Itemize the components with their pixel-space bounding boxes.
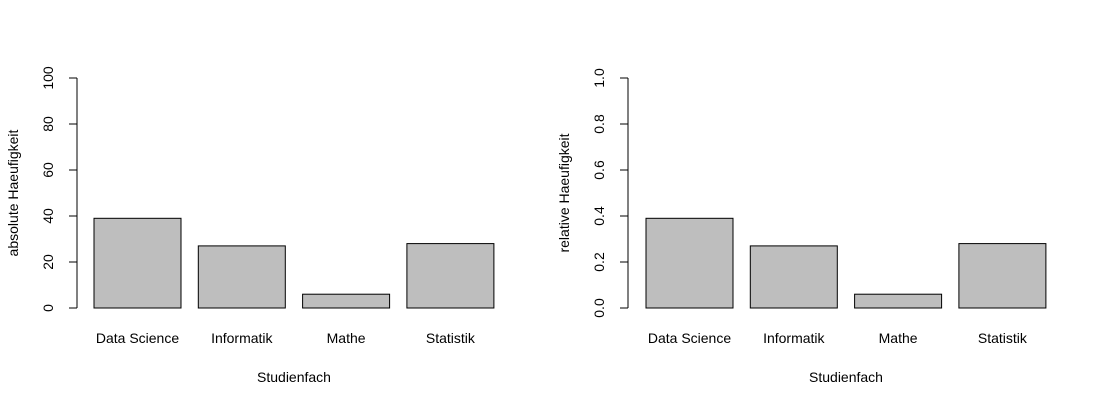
y-tick-label: 0.0 [591,298,607,318]
x-tick-label: Mathe [327,330,366,346]
chart-panel-relative: relative Haeufigkeit Studienfach 0.0 0.2 0… [556,68,1047,385]
x-tick-label: Data Science [96,330,179,346]
bar-data-science [93,217,182,309]
xlabel-relative: Studienfach [809,369,883,385]
y-tick-label: 0.6 [591,160,607,180]
x-tick-label: Statistik [426,330,476,346]
ylabel-relative: relative Haeufigkeit [556,133,572,252]
bar-informatik [197,245,286,309]
y-tick-label: 100 [40,66,56,90]
y-tick-label: 0 [40,304,56,312]
bar-statistik [406,243,495,309]
chart-panel-absolute: absolute Haeufigkeit Studienfach 0 20 40 60… [5,66,495,385]
x-tick-label: Data Science [648,330,731,346]
bar-informatik [749,245,838,309]
y-tick-label: 40 [40,208,56,224]
x-tick-label: Mathe [879,330,918,346]
x-tick-label: Informatik [211,330,273,346]
y-tick-label: 0.2 [591,252,607,272]
bar-mathe [854,293,943,309]
y-tick-label: 20 [40,254,56,270]
bar-data-science [645,217,734,309]
xlabel-absolute: Studienfach [257,369,331,385]
x-tick-label: Informatik [763,330,825,346]
bar-statistik [958,243,1047,309]
x-tick-label: Statistik [978,330,1028,346]
ylabel-absolute: absolute Haeufigkeit [5,129,21,256]
bar-mathe [302,293,391,309]
y-tick-label: 1.0 [591,68,607,88]
y-tick-label: 60 [40,162,56,178]
y-tick-label: 80 [40,116,56,132]
y-tick-label: 0.4 [591,206,607,226]
y-tick-label: 0.8 [591,114,607,134]
